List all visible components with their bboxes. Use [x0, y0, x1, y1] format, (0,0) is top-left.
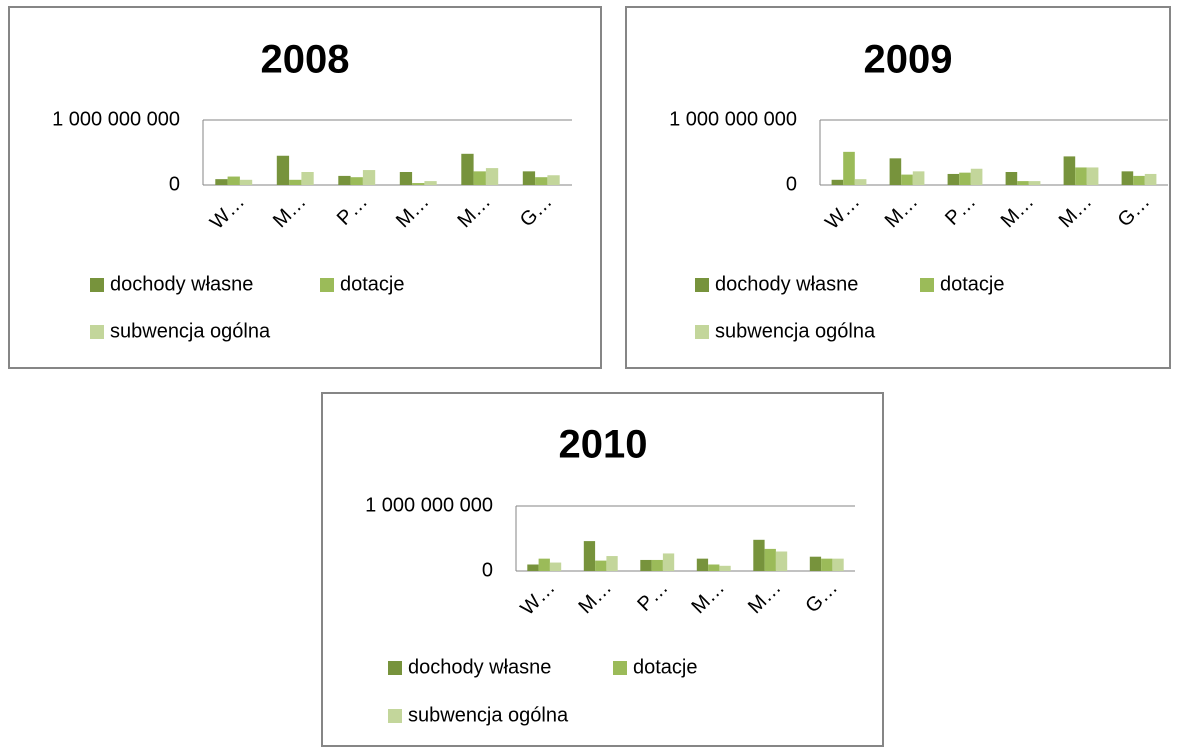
y-tick-label: 0: [482, 559, 493, 581]
bar: [424, 181, 437, 185]
bar: [399, 172, 413, 185]
bar: [662, 553, 675, 571]
bar: [473, 171, 486, 185]
bar: [538, 558, 550, 571]
y-tick-label: 1 000 000 000: [669, 108, 797, 130]
legend-label: dotacje: [340, 273, 405, 295]
legend-swatch: [388, 709, 402, 723]
legend-label: subwencja ogólna: [408, 704, 569, 726]
bar: [1133, 175, 1145, 185]
bar: [215, 179, 228, 185]
chart-title: 2010: [559, 423, 648, 467]
bar: [527, 564, 539, 571]
bar: [901, 174, 913, 185]
bar: [831, 179, 844, 185]
bar: [289, 179, 302, 185]
legend-label: subwencja ogólna: [715, 320, 876, 342]
bar: [595, 560, 607, 571]
bar: [912, 171, 925, 185]
bar: [719, 565, 731, 571]
bar: [547, 175, 560, 185]
legend-swatch: [695, 278, 709, 292]
bar: [696, 558, 709, 571]
bar: [889, 158, 902, 185]
y-tick-label: 0: [169, 173, 180, 195]
legend-swatch: [320, 278, 334, 292]
bar: [461, 153, 474, 185]
bar: [485, 168, 499, 185]
bar: [1086, 167, 1099, 185]
bar: [301, 172, 314, 185]
bar: [1017, 181, 1029, 185]
bar: [549, 562, 562, 571]
bar: [1063, 156, 1076, 185]
legend-swatch: [388, 661, 402, 675]
bar: [412, 183, 425, 185]
bar: [606, 556, 618, 571]
bar: [522, 171, 536, 185]
bar: [959, 172, 971, 185]
legend-swatch: [90, 325, 104, 339]
bar: [583, 541, 596, 571]
legend-label: dochody własne: [110, 273, 253, 295]
bar: [843, 151, 855, 185]
legend-swatch: [695, 325, 709, 339]
bar: [1144, 173, 1157, 185]
legend-label: dochody własne: [715, 273, 858, 295]
bar: [535, 177, 548, 185]
y-tick-label: 1 000 000 000: [52, 108, 180, 130]
bar: [753, 539, 765, 571]
bar: [338, 175, 351, 185]
chart-border: [625, 6, 1171, 369]
bar: [775, 551, 788, 571]
bar: [651, 559, 663, 571]
bar: [1028, 181, 1041, 185]
bar: [239, 179, 253, 185]
legend-label: dotacje: [633, 656, 698, 678]
bar: [832, 558, 844, 571]
bar: [947, 173, 960, 185]
bar: [1005, 172, 1018, 185]
legend-label: dochody własne: [408, 656, 551, 678]
bar: [640, 559, 652, 571]
bar: [1075, 167, 1087, 185]
chart-border: [8, 6, 602, 369]
y-tick-label: 0: [786, 173, 797, 195]
legend-swatch: [90, 278, 104, 292]
bar: [821, 558, 833, 571]
legend-swatch: [920, 278, 934, 292]
bar: [708, 564, 720, 571]
bar: [362, 170, 376, 185]
legend-label: subwencja ogólna: [110, 320, 271, 342]
legend-swatch: [613, 661, 627, 675]
bar: [276, 155, 290, 185]
chart-title: 2009: [864, 38, 953, 82]
bar: [970, 168, 983, 185]
legend-label: dotacje: [940, 273, 1005, 295]
bar: [1121, 171, 1134, 185]
bar: [227, 176, 240, 185]
bar: [809, 556, 822, 571]
chart-title: 2008: [261, 38, 350, 82]
bar: [350, 177, 363, 185]
bar: [764, 548, 776, 571]
bar: [854, 179, 867, 185]
y-tick-label: 1 000 000 000: [365, 494, 493, 516]
